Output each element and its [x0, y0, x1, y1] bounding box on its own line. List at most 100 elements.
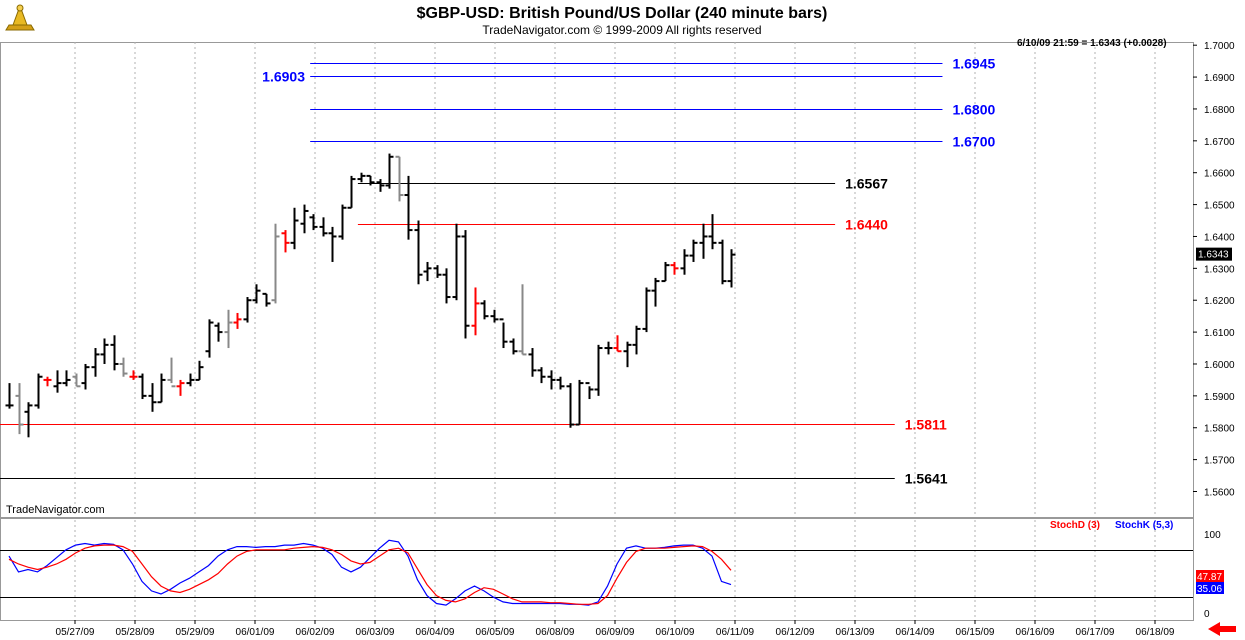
- date-label: 06/04/09: [416, 627, 455, 638]
- ohlc-bar: [613, 335, 622, 353]
- ohlc-bar: [186, 373, 195, 387]
- ohlc-bar: [414, 220, 423, 285]
- date-label: 06/13/09: [836, 627, 875, 638]
- ohlc-bar: [347, 175, 356, 209]
- date-label: 06/12/09: [776, 627, 815, 638]
- ohlc-bar: [100, 338, 109, 364]
- level-label: 1.6700: [952, 134, 995, 150]
- ohlc-bar: [575, 379, 584, 426]
- ohlc-bar: [537, 367, 546, 384]
- price-tick-label: 1.6300: [1204, 264, 1235, 275]
- ohlc-bar: [252, 284, 261, 304]
- ohlc-bar: [138, 373, 147, 400]
- price-tick-label: 1.6500: [1204, 201, 1235, 212]
- price-tick-label: 1.6600: [1204, 169, 1235, 180]
- ohlc-bar: [224, 309, 233, 349]
- date-label: 06/02/09: [296, 627, 335, 638]
- ohlc-bar: [499, 318, 508, 349]
- ohlc-bar: [604, 341, 613, 355]
- price-tick-label: 1.6800: [1204, 105, 1235, 116]
- ohlc-bar: [433, 265, 442, 278]
- price-tick-label: 1.6100: [1204, 328, 1235, 339]
- ohlc-bar: [452, 223, 461, 301]
- ohlc-bar: [338, 204, 347, 240]
- ohlc-bar: [680, 249, 689, 275]
- stoch-tick-100: 100: [1204, 530, 1221, 541]
- date-label: 06/17/09: [1076, 627, 1115, 638]
- ohlc-bar: [651, 277, 660, 307]
- ohlc-bar: [689, 239, 698, 262]
- date-label: 05/29/09: [176, 627, 215, 638]
- price-tick-label: 1.5900: [1204, 392, 1235, 403]
- price-tick-label: 1.5600: [1204, 487, 1235, 498]
- ohlc-bar: [148, 383, 157, 412]
- stochastic-panel: [0, 518, 1194, 621]
- level-label: 1.6440: [845, 217, 888, 233]
- ohlc-bar: [642, 287, 651, 333]
- date-label: 06/09/09: [596, 627, 635, 638]
- legend-stoch-k: StochK (5,3): [1115, 520, 1173, 531]
- ohlc-bar: [376, 179, 385, 192]
- ohlc-bar: [699, 223, 708, 259]
- ohlc-bar: [632, 325, 641, 355]
- stoch-d-value-tag: 47.87: [1196, 570, 1224, 583]
- date-label: 06/18/09: [1136, 627, 1175, 638]
- ohlc-bar: [214, 322, 223, 342]
- date-label: 06/10/09: [656, 627, 695, 638]
- ohlc-bar: [195, 360, 204, 381]
- ohlc-bar: [594, 344, 603, 396]
- ohlc-bar: [585, 382, 594, 400]
- ohlc-bar: [471, 287, 480, 336]
- ohlc-bar: [119, 357, 128, 377]
- price-tick-label: 1.6000: [1204, 360, 1235, 371]
- ohlc-bar: [395, 155, 404, 202]
- ohlc-bar: [157, 373, 166, 404]
- date-label: 06/16/09: [1016, 627, 1055, 638]
- trade-navigator-logo-icon: [5, 4, 35, 31]
- date-label: 05/27/09: [56, 627, 95, 638]
- last-price-tag: 1.6343: [1196, 247, 1232, 261]
- price-tick-label: 1.6700: [1204, 137, 1235, 148]
- ohlc-bar: [15, 383, 24, 435]
- ohlc-bar: [509, 338, 518, 355]
- vertical-gridlines: [74, 42, 1156, 620]
- date-label: 05/28/09: [116, 627, 155, 638]
- ohlc-bar: [262, 292, 271, 307]
- ohlc-bar: [404, 175, 413, 240]
- level-label: 1.6903: [262, 69, 305, 85]
- ohlc-bar: [670, 261, 679, 275]
- ohlc-bar: [385, 153, 394, 189]
- ohlc-bar: [328, 226, 337, 262]
- ohlc-bar: [556, 376, 565, 390]
- price-tick-label: 1.6200: [1204, 296, 1235, 307]
- date-axis: 05/27/09 05/28/09 05/29/09 06/01/09 06/02/09…: [56, 620, 1175, 638]
- ohlc-bar: [518, 284, 527, 356]
- ohlc-bar: [72, 373, 81, 388]
- level-label: 1.6800: [952, 102, 995, 118]
- ohlc-bar: [167, 357, 176, 388]
- ohlc-bar: [300, 204, 309, 234]
- ohlc-bar: [490, 309, 499, 323]
- stoch-tick-0: 0: [1204, 609, 1210, 620]
- ohlc-bar: [233, 312, 242, 329]
- ohlc-bar: [708, 214, 717, 250]
- ohlc-bar: [24, 402, 33, 438]
- ohlc-bar: [547, 370, 556, 390]
- ohlc-bar: [129, 370, 138, 380]
- level-label: 1.5811: [905, 417, 947, 433]
- stoch-k-value-tag: 35.06: [1196, 582, 1224, 595]
- price-tick-label: 1.7000: [1204, 41, 1235, 52]
- ohlc-bar: [110, 335, 119, 371]
- price-tick-label: 1.6400: [1204, 232, 1235, 243]
- ohlc-bar: [176, 379, 185, 396]
- price-panel: [0, 42, 1194, 518]
- ohlc-bar: [309, 214, 318, 231]
- price-tick-label: 1.6900: [1204, 73, 1235, 84]
- info-line: 6/10/09 21:59 = 1.6343 (+0.0028): [1017, 38, 1167, 49]
- chart-title: $GBP-USD: British Pound/US Dollar (240 m…: [417, 5, 828, 22]
- ohlc-bar: [661, 261, 670, 283]
- level-lines: 1.6945 1.6903 1.6800 1.6700 1.6567 1.6440 1.58…: [0, 56, 996, 487]
- level-label: 1.6567: [845, 176, 888, 192]
- scroll-left-arrow-icon[interactable]: [1203, 621, 1243, 638]
- stoch-d-line: [8, 544, 732, 605]
